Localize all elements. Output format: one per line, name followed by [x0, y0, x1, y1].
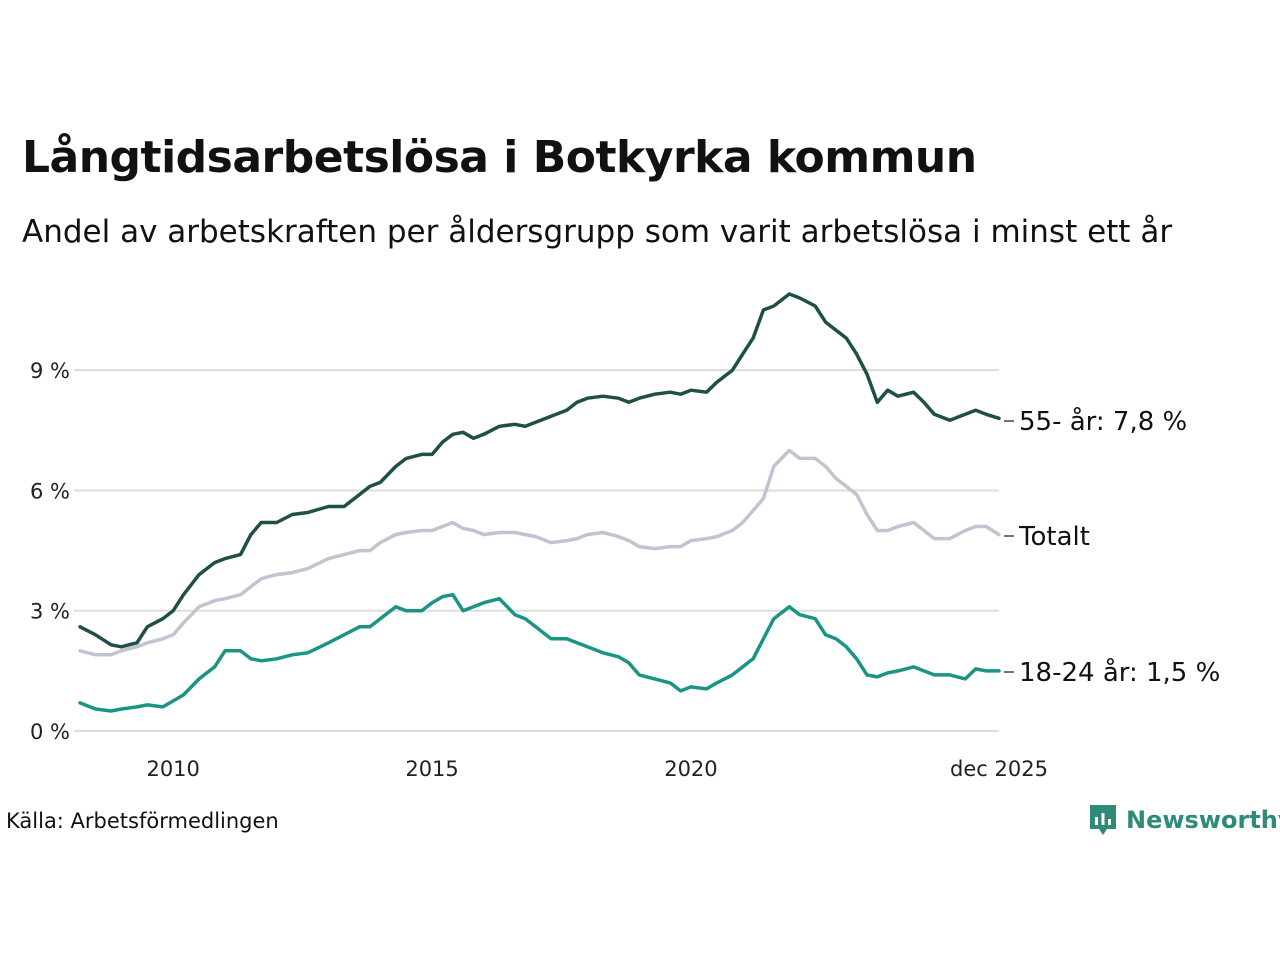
bar-chart-bubble-icon: [1090, 805, 1116, 835]
series-line: [78, 592, 1001, 713]
series-end-label: 55- år: 7,8 %: [1019, 406, 1187, 437]
series-line: [78, 292, 1001, 649]
y-tick-label: 9 %: [30, 359, 70, 383]
y-tick-label: 6 %: [30, 479, 70, 503]
chart-subtitle: Andel av arbetskraften per åldersgrupp s…: [22, 214, 1173, 250]
y-tick-label: 0 %: [30, 720, 70, 744]
series-line: [78, 448, 1001, 657]
logo-text: Newsworthy: [1126, 806, 1280, 834]
x-tick-label: dec 2025: [950, 757, 1048, 781]
newsworthy-logo: Newsworthy: [1088, 803, 1280, 837]
y-tick-label: 3 %: [30, 600, 70, 624]
x-tick-label: 2010: [146, 757, 199, 781]
x-tick-label: 2015: [405, 757, 458, 781]
chart-title: Långtidsarbetslösa i Botkyrka kommun: [22, 132, 977, 183]
series-end-label: 18-24 år: 1,5 %: [1019, 657, 1220, 688]
source-note: Källa: Arbetsförmedlingen: [6, 809, 279, 833]
series-end-label: Totalt: [1018, 522, 1090, 552]
x-tick-label: 2020: [664, 757, 717, 781]
